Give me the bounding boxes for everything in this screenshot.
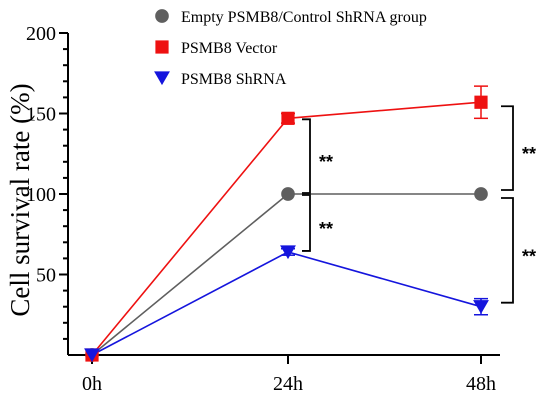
- y-tick-label: 200: [26, 23, 56, 45]
- significance-label-3: **: [522, 246, 536, 266]
- significance-bracket-0: [302, 118, 311, 194]
- data-point-0-2: [474, 187, 488, 201]
- significance-bracket-1: [302, 194, 311, 252]
- legend-label-0: Empty PSMB8/Control ShRNA group: [181, 9, 427, 26]
- significance-label-2: **: [522, 144, 536, 164]
- y-tick-label: 100: [26, 184, 56, 206]
- legend: Empty PSMB8/Control ShRNA group PSMB8 Vec…: [154, 9, 427, 88]
- series-lines: [91, 101, 482, 356]
- series-line-0: [91, 193, 481, 356]
- legend-marker-0: [155, 9, 169, 23]
- series-line-2: [91, 251, 482, 356]
- significance-label-1: **: [319, 219, 333, 239]
- significance-bracket-3: [501, 197, 514, 304]
- significance-bracket-2: [501, 105, 514, 191]
- y-axis-title: Cell survival rate (%): [5, 83, 35, 316]
- series-line-1: [91, 101, 482, 356]
- legend-label-2: PSMB8 ShRNA: [181, 71, 287, 88]
- legend-marker-2: [154, 71, 170, 86]
- data-point-2-1: [280, 245, 296, 260]
- y-tick-label: 50: [36, 265, 56, 287]
- series-markers: [84, 95, 489, 363]
- significance-label-0: **: [319, 152, 333, 172]
- error-bars: [281, 85, 488, 316]
- legend-label-1: PSMB8 Vector: [181, 40, 278, 57]
- data-point-2-0: [84, 348, 100, 363]
- legend-marker-1: [155, 40, 169, 54]
- data-point-2-2: [473, 300, 489, 314]
- x-tick-label: 48h: [466, 373, 496, 395]
- x-tick-label: 0h: [82, 373, 102, 395]
- data-point-1-2: [474, 95, 488, 109]
- y-tick-label: 150: [26, 104, 56, 126]
- x-tick-label: 24h: [273, 373, 303, 395]
- data-point-1-1: [281, 111, 295, 125]
- significance-brackets: ** ** ** **: [302, 105, 536, 304]
- data-point-0-1: [281, 187, 295, 201]
- axes: 50 100 150 200 0h 24h 48h: [26, 23, 500, 395]
